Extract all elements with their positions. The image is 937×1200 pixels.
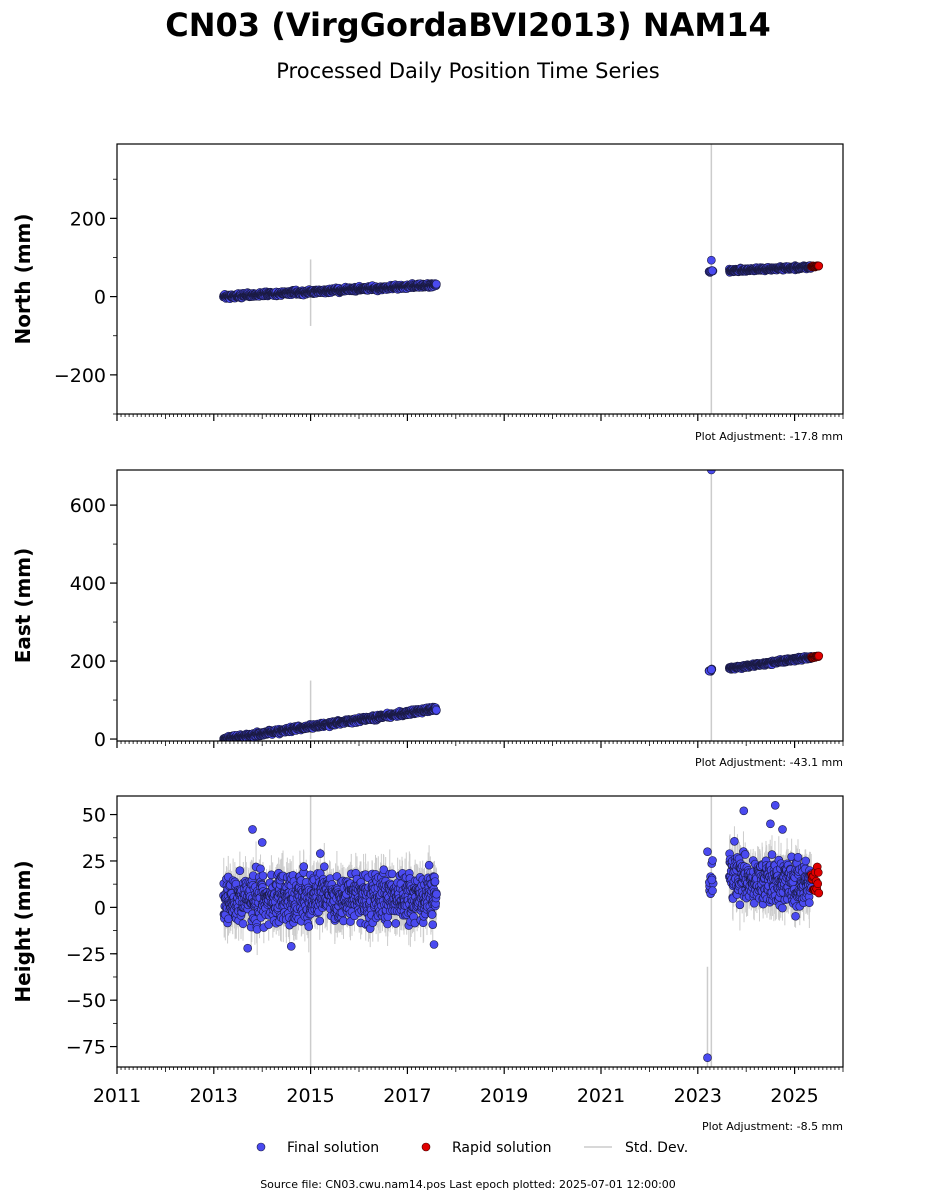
north-axes-frame [116, 143, 844, 415]
north-rapid-point [814, 261, 824, 271]
north-y-label: North (mm) [11, 213, 35, 344]
y-tick-label: −200 [54, 365, 106, 387]
north-plot-area [219, 144, 824, 414]
north-x-ticks [116, 414, 844, 421]
east-final-point [432, 705, 441, 715]
north-final-point [708, 266, 717, 276]
east-plot-area [219, 470, 824, 741]
chart-subtitle: Processed Daily Position Time Series [276, 59, 660, 83]
north-panel: −200 0 200 North (mm) [11, 143, 844, 421]
north-final-points [219, 255, 816, 304]
y-tick-label: 0 [94, 287, 106, 309]
chart-title: CN03 (VirgGordaBVI2013) NAM14 [165, 6, 770, 44]
north-y-ticks: −200 0 200 [54, 178, 117, 415]
east-final-points [219, 470, 816, 741]
north-outlier-point [707, 255, 716, 265]
east-std-dev-bars [222, 470, 813, 741]
y-tick-label: 200 [70, 208, 106, 230]
north-std-dev-bars [222, 144, 813, 414]
north-final-point [432, 279, 441, 289]
north-rapid-points [807, 261, 824, 272]
